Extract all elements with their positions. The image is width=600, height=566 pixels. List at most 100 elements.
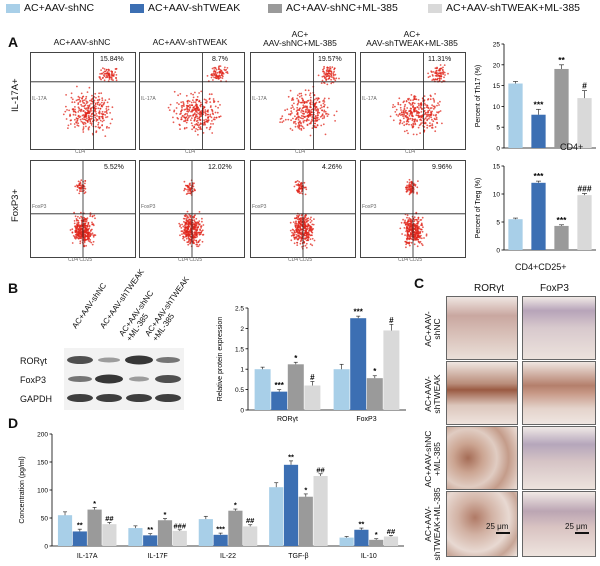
bar (577, 98, 592, 148)
bar (143, 535, 158, 546)
legend-item: AC+AAV-shNC+ML-385 (268, 2, 398, 14)
wb-band-row-rorgt (67, 355, 180, 365)
bar (287, 364, 304, 410)
y-tick-label: 0 (44, 544, 48, 551)
ihc-row-label: AC+AAV- shTWEAK+ML-385 (423, 487, 442, 561)
legend-label: AC+AAV-shNC (24, 2, 95, 14)
flow-column-title: AC+ AAV-shTWEAK+ML-385 (366, 29, 458, 48)
wb-protein-label: FoxP3 (20, 375, 47, 385)
y-tick-label: 1 (240, 367, 244, 374)
chart-protein-expression: 0 0.5 1 1.5 2 2.5 Relative protein expression *… (217, 306, 406, 423)
y-tick-label: 0 (240, 408, 244, 415)
row-label-il17a: IL-17A+ (10, 78, 21, 112)
row-label-foxp3: FoxP3+ (10, 188, 21, 222)
significance-mark: * (93, 499, 96, 508)
figure-legend: AC+AAV-shNC AC+AAV-shTWEAK AC+AAV-shNC+M… (0, 0, 600, 16)
bar (508, 219, 523, 250)
significance-mark: # (389, 316, 394, 325)
significance-mark: # (310, 373, 315, 382)
flow-events (69, 179, 97, 248)
flow-x-axis-label: CD4 (185, 149, 196, 155)
y-tick-label: 100 (37, 488, 48, 495)
y-tick-label: 5 (496, 125, 500, 132)
bar (554, 225, 569, 250)
flow-plot-th17-1 (30, 52, 136, 150)
significance-mark: * (234, 501, 237, 510)
x-tick-label: IL-22 (220, 553, 236, 560)
flow-x-axis-label: CD4 CD25 (398, 257, 423, 263)
bar (339, 537, 354, 546)
flow-y-axis-label: FoxP3 (252, 204, 267, 210)
flow-y-axis-label: FoxP3 (141, 204, 156, 210)
x-tick-label: TGF-β (288, 553, 308, 560)
significance-mark: ### (174, 521, 187, 530)
bar (304, 385, 321, 410)
ihc-column-label: FoxP3 (540, 283, 569, 294)
legend-label: AC+AAV-shNC+ML-385 (286, 2, 398, 14)
ihc-image-rorgt-2 (446, 361, 518, 425)
th17-percent: 15.84% (100, 56, 124, 63)
bar (313, 476, 328, 546)
bar (283, 464, 299, 546)
legend-item: AC+AAV-shNC (6, 2, 94, 14)
ihc-image-rorgt-4 (446, 491, 518, 557)
significance-mark: *** (534, 171, 545, 181)
significance-mark: *** (275, 381, 285, 390)
y-tick-label: 0 (496, 146, 500, 153)
ihc-row-label: AC+AAV-shNC +ML-385 (423, 430, 442, 488)
bar (87, 509, 102, 546)
y-tick-label: 2 (240, 326, 244, 333)
y-tick-label: 15 (493, 164, 501, 171)
y-tick-label: 2.5 (235, 306, 244, 313)
flow-x-axis-label: CD4 CD25 (288, 257, 313, 263)
bar (333, 369, 350, 410)
bar (354, 529, 369, 546)
significance-mark: ** (358, 520, 364, 529)
ihc-image-rorgt-3 (446, 426, 518, 490)
flow-x-axis-label: CD4 CD25 (68, 257, 93, 263)
bar (531, 114, 546, 148)
bar (508, 83, 523, 148)
significance-mark: ** (77, 521, 83, 530)
y-axis-label: Percent of Th17 (%) (475, 65, 482, 128)
x-tick-label: IL-17F (147, 553, 167, 560)
flow-y-axis-label: IL-17A (252, 96, 267, 102)
significance-mark: * (294, 354, 298, 363)
scale-bar (496, 532, 510, 534)
y-tick-label: 25 (493, 42, 501, 49)
y-axis-label: Concentration (pg/ml) (19, 456, 26, 523)
flow-column-title: AC+AAV-shNC (53, 37, 111, 47)
significance-mark: ## (387, 527, 396, 536)
significance-mark: ## (105, 514, 114, 523)
flow-y-axis-label: IL-17A (32, 96, 47, 102)
x-tick-label: RORγt (277, 416, 298, 423)
y-axis-label: Relative protein expression (217, 317, 224, 402)
bar (383, 536, 399, 546)
flow-plot-treg-1 (30, 160, 136, 258)
ihc-row-label: AC+AAV- shTWEAK (423, 374, 442, 414)
treg-percent: 5.52% (104, 164, 124, 171)
ihc-image-foxp3-1 (522, 296, 596, 360)
bar (172, 530, 187, 546)
flow-y-axis-label: IL-17A (141, 96, 156, 102)
flow-events (389, 64, 449, 136)
panel-letter-d: D (8, 415, 19, 431)
flow-events (62, 67, 118, 137)
ihc-image-foxp3-4 (522, 491, 596, 557)
bar (254, 369, 271, 410)
x-tick-label: FoxP3 (356, 416, 376, 423)
bar (57, 515, 73, 546)
legend-swatch (130, 3, 144, 13)
chart-treg-percent: 0 5 10 15 Percent of Treg (%) *** *** ### (475, 164, 596, 255)
x-tick-label: IL-17A (77, 553, 98, 560)
significance-mark: ** (288, 452, 294, 461)
bar (577, 195, 592, 250)
ihc-image-foxp3-3 (522, 426, 596, 490)
treg-percent: 9.96% (432, 164, 452, 171)
bar (157, 520, 173, 546)
legend-item: AC+AAV-shTWEAK (130, 2, 240, 14)
y-tick-label: 0 (496, 248, 500, 255)
legend-label: AC+AAV-shTWEAK+ML-385 (446, 2, 581, 14)
